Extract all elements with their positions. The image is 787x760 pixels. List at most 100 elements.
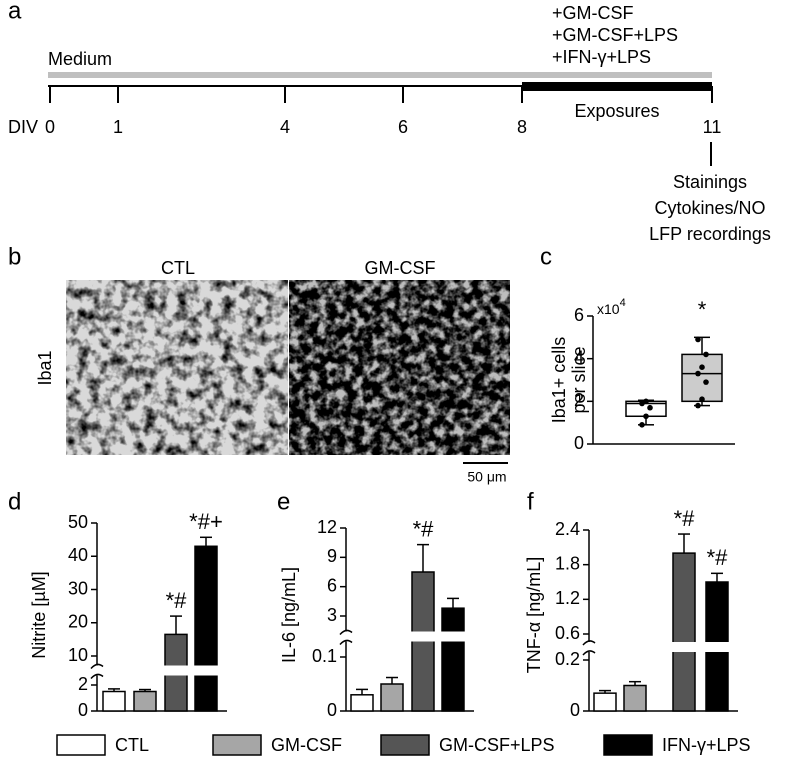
data-point: [695, 336, 701, 343]
exposure-item: +GM-CSF+LPS: [552, 25, 678, 45]
legend-swatch: [212, 734, 262, 756]
output-item: Cytokines/NO: [654, 198, 765, 218]
timeline-tick-label: 8: [517, 117, 527, 137]
break-mark: [582, 640, 596, 646]
output-item: Stainings: [673, 172, 747, 192]
break-mark: [90, 673, 104, 680]
y-axis-label: Nitrite [µM]: [29, 571, 49, 658]
y-axis-label: Iba1+ cells: [549, 337, 569, 424]
data-point: [639, 422, 645, 428]
legend-swatch: [380, 734, 430, 756]
y-tick-label: 0: [570, 700, 580, 720]
y-tick-label: 6: [574, 305, 584, 325]
panel-label: b: [8, 243, 21, 270]
multiplier-base: x10: [597, 301, 620, 317]
timeline-tick-label: 11: [703, 117, 722, 137]
bar: [350, 694, 374, 712]
data-point: [699, 364, 705, 371]
bar: [441, 607, 465, 712]
annotation: *#: [166, 588, 188, 613]
y-tick-label: 2: [78, 674, 88, 694]
legend-label: IFN-γ+LPS: [662, 735, 751, 755]
multiplier-exponent: 4: [620, 297, 626, 309]
y-tick-label: 50: [68, 512, 88, 532]
y-tick-label: 40: [68, 545, 88, 565]
y-tick-label: 10: [68, 645, 88, 665]
data-point: [699, 396, 705, 403]
y-tick-label: 2: [574, 390, 584, 410]
data-point: [703, 351, 709, 358]
medium-bar: [48, 72, 712, 78]
axis-multiplier: x104: [597, 297, 626, 317]
y-tick-label: 30: [68, 578, 88, 598]
legend-label: CTL: [115, 735, 149, 755]
column-label: GM-CSF: [365, 258, 436, 278]
axis-break: [89, 665, 228, 676]
panel-label: d: [8, 488, 21, 515]
bar: [623, 684, 647, 712]
panel-label: f: [527, 488, 534, 515]
axis-break: [338, 631, 475, 642]
y-tick-label: 0: [78, 700, 88, 720]
y-axis-label: TNF-α [ng/mL]: [524, 557, 544, 673]
y-tick-label: 20: [68, 612, 88, 632]
y-tick-label: 6: [327, 575, 337, 595]
data-point: [695, 402, 701, 409]
y-tick-label: 4: [574, 347, 584, 367]
annotation: *: [698, 297, 707, 322]
data-point: [643, 413, 649, 420]
exposure-item: +GM-CSF: [552, 3, 634, 23]
bar: [672, 552, 696, 712]
column-label: CTL: [161, 258, 195, 278]
y-tick-label: 1.2: [555, 588, 580, 608]
bar: [380, 683, 404, 712]
panel-label: c: [540, 243, 552, 270]
annotation: *#+: [189, 509, 223, 534]
break-mark: [339, 629, 353, 636]
box: [681, 353, 723, 403]
legend-label: GM-CSF: [271, 735, 342, 755]
bar: [133, 690, 157, 712]
y-axis-label: per slice: [569, 346, 589, 413]
legend-label: GM-CSF+LPS: [439, 735, 555, 755]
annotation: *#: [707, 545, 729, 570]
data-point: [643, 398, 649, 405]
bar: [102, 690, 126, 712]
timeline-tick-label: 4: [280, 117, 290, 137]
y-tick-label: 0: [574, 433, 584, 453]
panel-label: a: [8, 0, 22, 24]
annotation: *#: [413, 516, 435, 541]
break-mark: [339, 639, 353, 646]
y-tick-label: 1.8: [555, 553, 580, 573]
data-point: [695, 370, 701, 377]
micrograph-texture: [289, 280, 510, 455]
exposure-item: +IFN-γ+LPS: [552, 47, 651, 67]
break-mark: [90, 663, 104, 670]
timeline-tick-label: 6: [398, 117, 408, 137]
row-label: Iba1: [35, 350, 55, 385]
y-tick-label: 0: [327, 700, 337, 720]
y-tick-label: 0.6: [555, 623, 580, 643]
output-item: LFP recordings: [649, 224, 771, 244]
panel-label: e: [277, 488, 290, 515]
scale-bar-label: 50 μm: [467, 469, 506, 485]
medium-label: Medium: [48, 49, 112, 69]
data-point: [647, 404, 653, 411]
break-mark: [582, 650, 596, 656]
y-tick-label: 12: [317, 517, 337, 537]
timeline-tick-label: 0: [45, 117, 55, 137]
y-tick-label: 2.4: [555, 519, 580, 539]
y-tick-label: 9: [327, 546, 337, 566]
y-tick-label: 3: [327, 605, 337, 625]
axis-label: DIV: [8, 117, 38, 137]
y-axis-label: IL-6 [ng/mL]: [279, 567, 299, 663]
data-point: [703, 379, 709, 385]
y-tick-label: 0.1: [312, 646, 337, 666]
timeline-tick-label: 1: [113, 117, 123, 137]
legend-swatch: [603, 734, 653, 756]
annotation: *#: [674, 506, 696, 531]
exposure-bar: [522, 82, 712, 91]
exposures-label: Exposures: [574, 101, 659, 121]
axis-break: [581, 642, 739, 652]
